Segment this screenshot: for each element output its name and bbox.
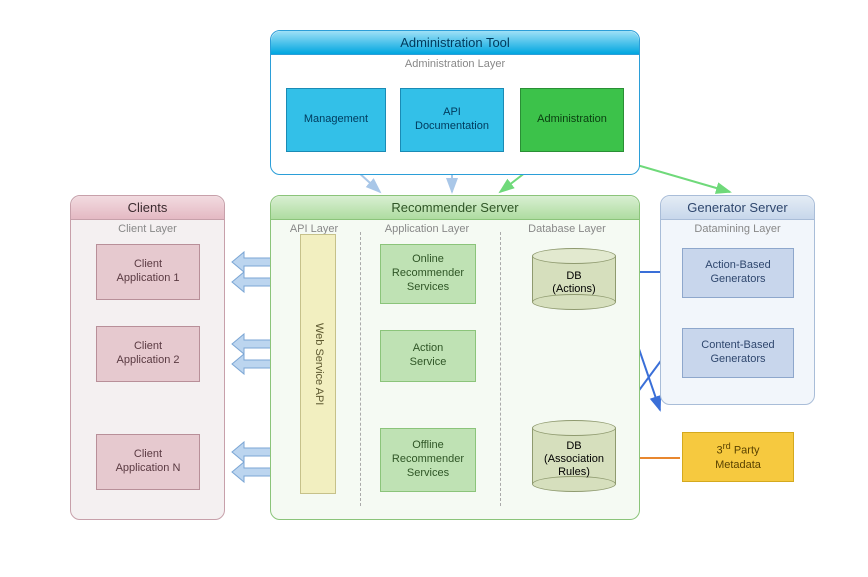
action-gen-box: Action-Based Generators <box>682 248 794 298</box>
content-gen-box: Content-Based Generators <box>682 328 794 378</box>
management-box: Management <box>286 88 386 152</box>
admin-panel-sublabel: Administration Layer <box>271 55 639 73</box>
third-party-metadata-box: 3rd PartyMetadata <box>682 432 794 482</box>
generator-sublabel: Datamining Layer <box>661 220 814 238</box>
admin-panel-title: Administration Tool <box>271 31 639 55</box>
metadata-label: 3rd PartyMetadata <box>715 441 761 472</box>
recommender-title: Recommender Server <box>271 196 639 220</box>
client-app-1: Client Application 1 <box>96 244 200 300</box>
app-layer-label: Application Layer <box>357 223 497 235</box>
db-assoc: DB (Association Rules) <box>532 420 616 492</box>
client-app-2: Client Application 2 <box>96 326 200 382</box>
dash-2 <box>500 232 501 506</box>
administration-box: Administration <box>520 88 624 152</box>
dash-1 <box>360 232 361 506</box>
offline-rec-box: Offline Recommender Services <box>380 428 476 492</box>
db-actions: DB (Actions) <box>532 248 616 310</box>
clients-title: Clients <box>71 196 224 220</box>
online-rec-box: Online Recommender Services <box>380 244 476 304</box>
client-app-n: Client Application N <box>96 434 200 490</box>
clients-sublabel: Client Layer <box>71 220 224 238</box>
db-layer-label: Database Layer <box>497 223 637 235</box>
web-service-api: Web Service API <box>300 234 336 494</box>
api-doc-box: API Documentation <box>400 88 504 152</box>
action-service-box: Action Service <box>380 330 476 382</box>
generator-title: Generator Server <box>661 196 814 220</box>
